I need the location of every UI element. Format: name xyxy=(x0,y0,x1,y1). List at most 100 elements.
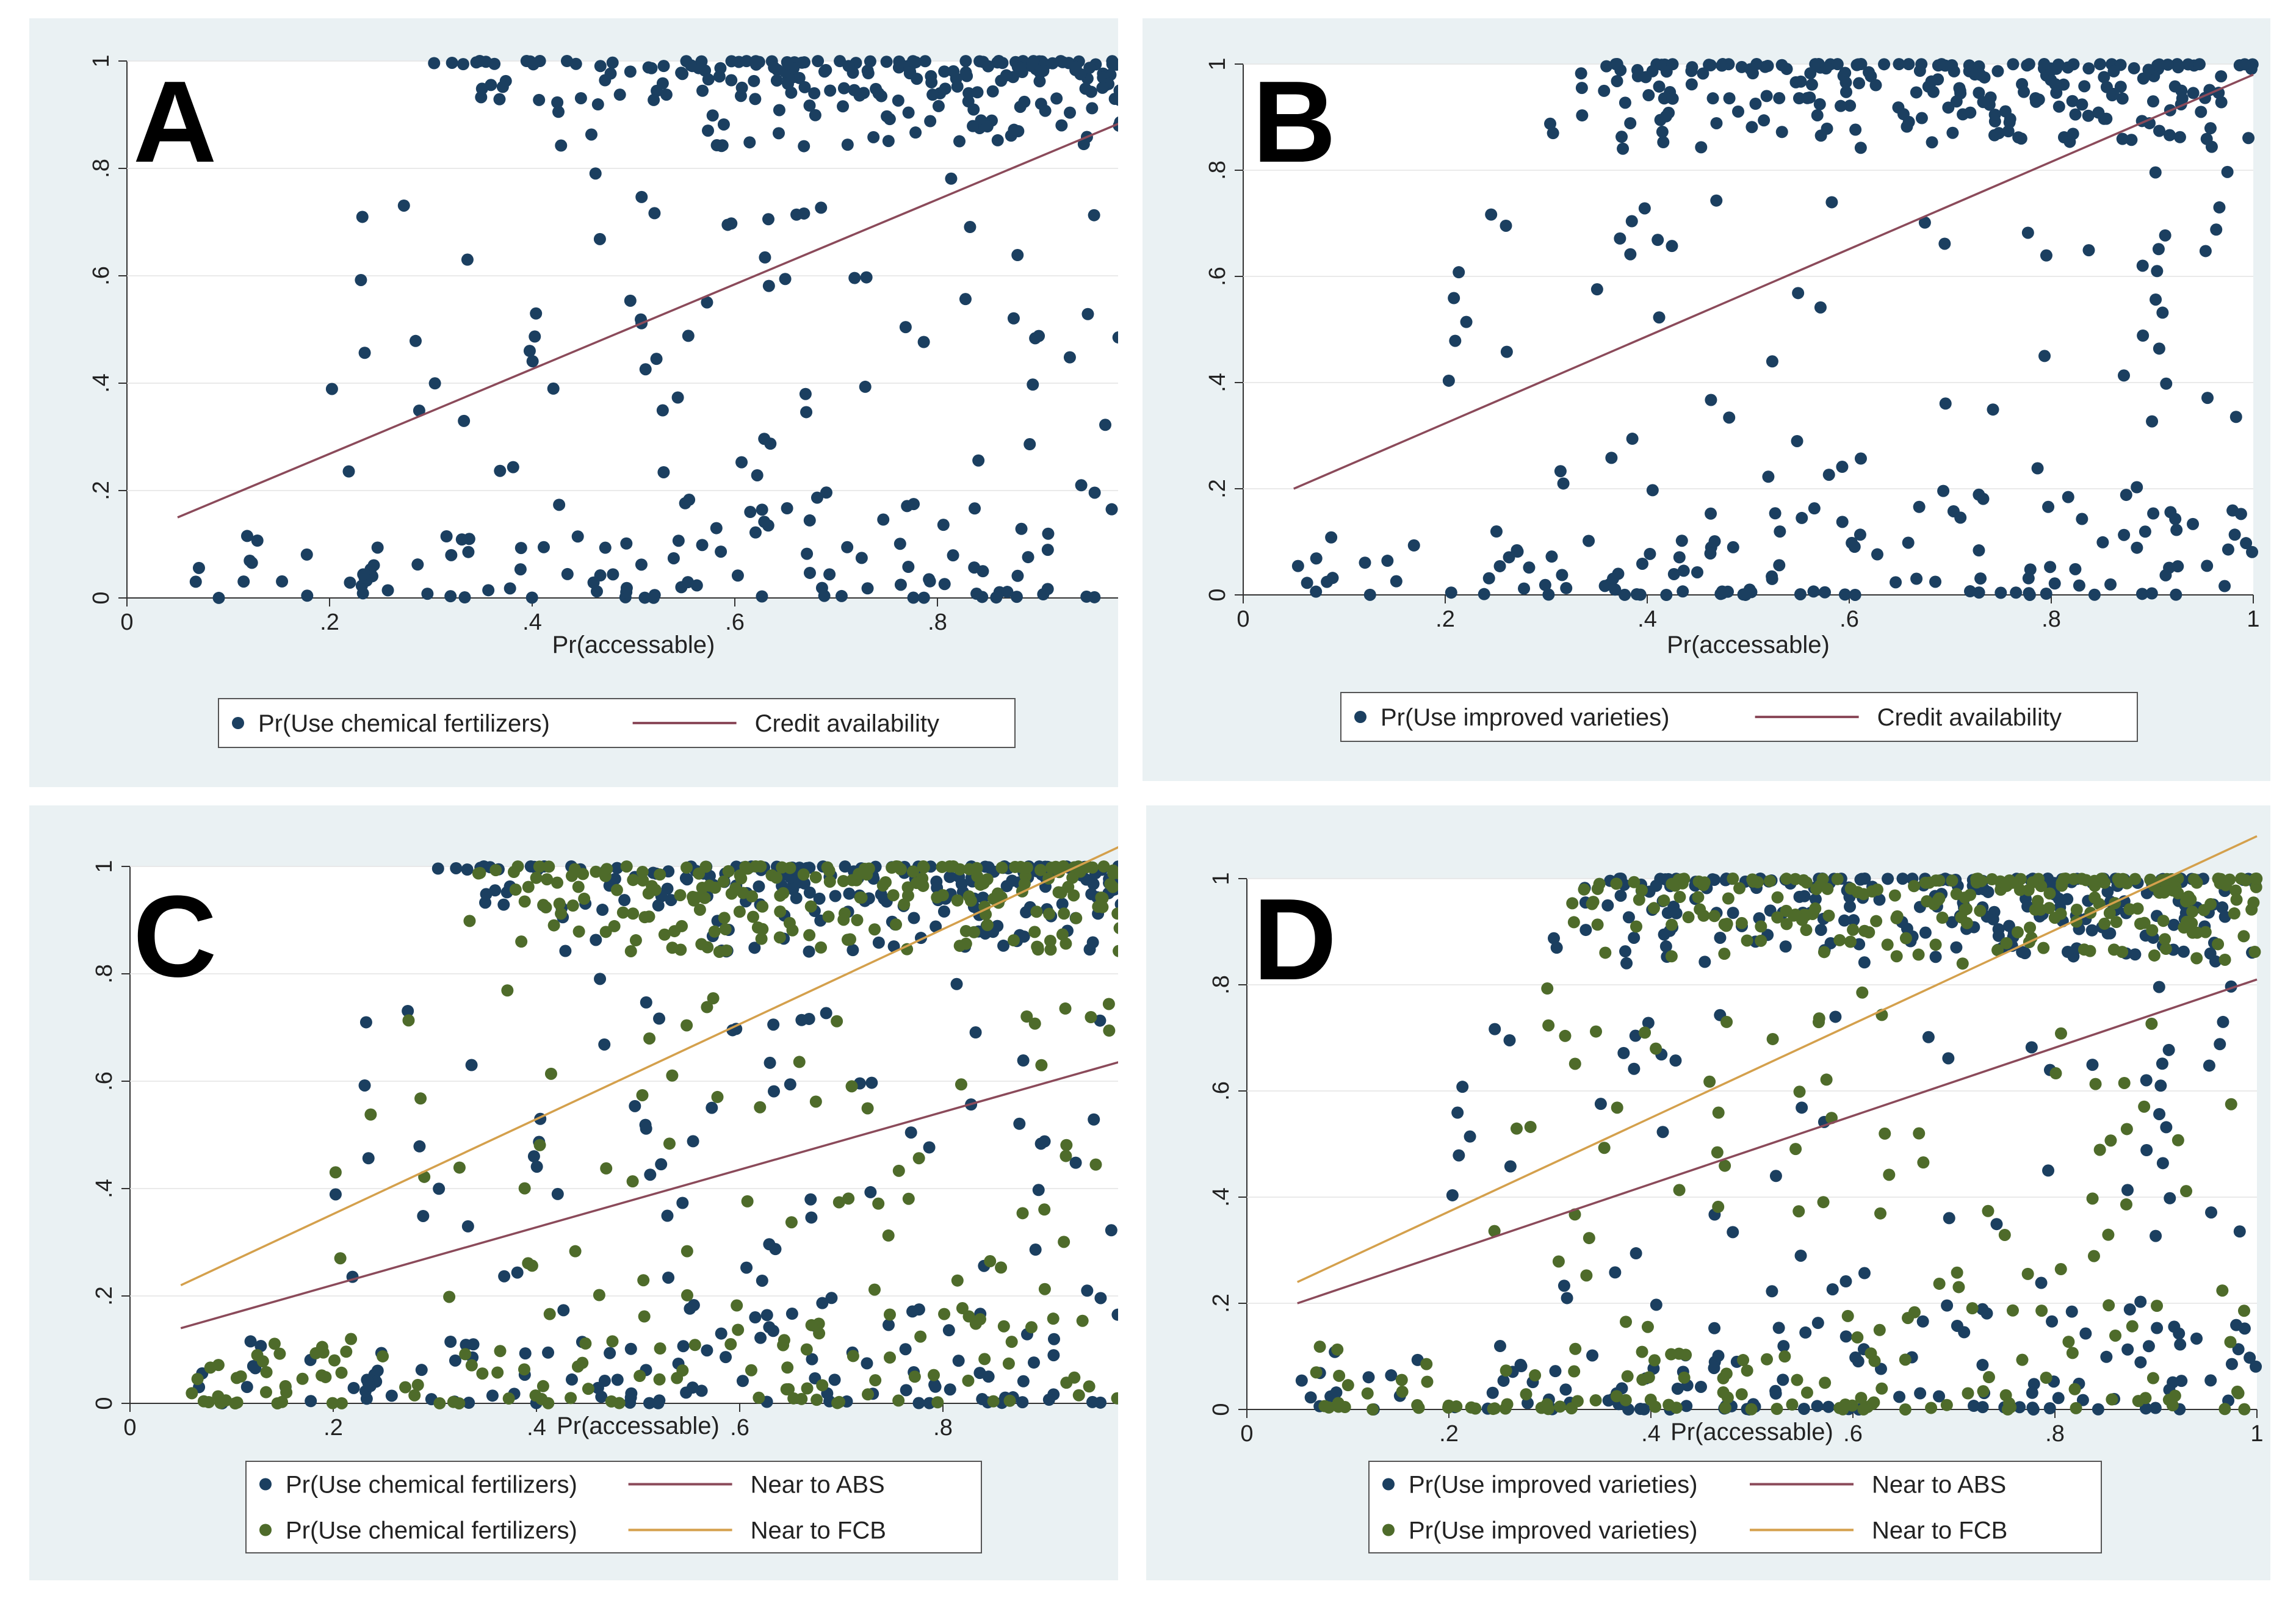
data-point xyxy=(1727,541,1739,553)
data-point xyxy=(2018,947,2031,960)
data-point xyxy=(1034,863,1047,876)
data-point xyxy=(1056,928,1069,941)
data-point xyxy=(735,81,748,94)
data-point xyxy=(1708,910,1721,923)
data-point xyxy=(2079,1327,2092,1340)
data-point xyxy=(611,862,624,874)
data-point xyxy=(917,860,930,873)
data-point xyxy=(240,530,253,542)
data-point xyxy=(801,547,814,560)
data-point xyxy=(2167,918,2180,931)
data-point xyxy=(2100,112,2113,125)
data-point xyxy=(1638,202,1651,215)
x-axis-label: Pr(accessable) xyxy=(557,1413,720,1439)
data-point xyxy=(837,874,850,887)
data-point xyxy=(240,1381,253,1394)
data-point xyxy=(2138,1100,2151,1113)
data-point xyxy=(1659,940,1672,953)
data-point xyxy=(1301,577,1313,589)
fit-line-2 xyxy=(180,846,1118,1286)
data-point xyxy=(2118,1076,2131,1089)
data-point xyxy=(1819,586,1832,599)
data-point xyxy=(2200,132,2213,145)
data-point xyxy=(732,1323,745,1336)
data-point xyxy=(1486,1386,1499,1399)
data-point xyxy=(1796,913,1808,926)
data-point xyxy=(1112,331,1118,344)
data-point xyxy=(715,545,727,558)
data-point xyxy=(1946,874,1958,887)
legend-marker xyxy=(259,1478,272,1491)
data-point xyxy=(328,1354,341,1367)
data-point xyxy=(1831,58,1844,71)
data-point xyxy=(2248,946,2261,959)
data-point xyxy=(1385,1369,1398,1382)
data-point xyxy=(1897,108,1910,121)
data-point xyxy=(1088,486,1101,499)
data-point xyxy=(787,1392,800,1405)
data-point xyxy=(855,552,868,564)
data-point xyxy=(1719,1159,1731,1172)
data-point xyxy=(1113,922,1118,934)
data-point xyxy=(1839,1330,1852,1343)
data-point xyxy=(2151,1300,2164,1312)
data-point xyxy=(2134,1295,2147,1308)
data-point xyxy=(1489,1023,1501,1035)
data-point xyxy=(1883,1168,1896,1181)
data-point xyxy=(518,895,531,908)
data-point xyxy=(1818,946,1830,959)
data-point xyxy=(1678,1371,1691,1384)
data-point xyxy=(2134,1356,2147,1369)
data-point xyxy=(2016,1353,2029,1366)
data-point xyxy=(869,1374,882,1387)
data-point xyxy=(2148,949,2161,962)
data-point xyxy=(2228,528,2241,541)
points-series-1 xyxy=(189,55,1118,604)
data-point xyxy=(882,135,895,148)
data-point xyxy=(345,1333,358,1345)
data-point xyxy=(717,875,730,888)
data-point xyxy=(955,1078,967,1091)
data-point xyxy=(823,875,836,888)
data-point xyxy=(480,56,493,68)
data-point xyxy=(2217,1015,2229,1028)
data-point xyxy=(982,60,995,73)
data-point xyxy=(2116,946,2129,959)
data-point xyxy=(936,860,948,873)
data-point xyxy=(2034,903,2047,916)
data-point xyxy=(837,913,850,926)
data-point xyxy=(1310,552,1323,565)
data-point xyxy=(2242,132,2255,145)
data-point xyxy=(902,106,915,119)
data-point xyxy=(1622,1403,1635,1416)
fit-line-1 xyxy=(180,1061,1118,1330)
data-point xyxy=(818,65,831,78)
data-point xyxy=(677,1340,690,1353)
data-point xyxy=(1745,1403,1758,1416)
data-point xyxy=(1453,266,1465,279)
data-point xyxy=(1501,1398,1514,1411)
data-point xyxy=(740,1261,753,1274)
data-point xyxy=(212,591,225,604)
chart-d: 0.2.4.6.810.2.4.6.8 1Pr(accessable)Pr(Use… xyxy=(1208,835,2264,1553)
data-point xyxy=(2067,58,2080,71)
data-point xyxy=(650,353,663,365)
data-point xyxy=(533,1139,546,1151)
data-point xyxy=(1031,940,1044,953)
y-tick-label: 1 xyxy=(1208,872,1234,885)
data-point xyxy=(1735,916,1748,929)
data-point xyxy=(2237,1305,2250,1317)
data-point xyxy=(777,887,790,899)
data-point xyxy=(1899,1403,1912,1416)
chart-a: 0.2.4.6.810.2.4.6.81Pr(accessable)Pr(Use… xyxy=(88,54,1118,748)
data-point xyxy=(433,1182,446,1195)
data-point xyxy=(660,88,673,101)
data-point xyxy=(1899,932,1912,945)
data-point xyxy=(613,88,626,101)
data-point xyxy=(1628,1062,1641,1075)
data-point xyxy=(335,1366,348,1379)
data-point xyxy=(1395,1373,1408,1386)
data-point xyxy=(2103,907,2116,920)
data-point xyxy=(1712,1200,1725,1213)
legend-box xyxy=(218,698,1016,748)
